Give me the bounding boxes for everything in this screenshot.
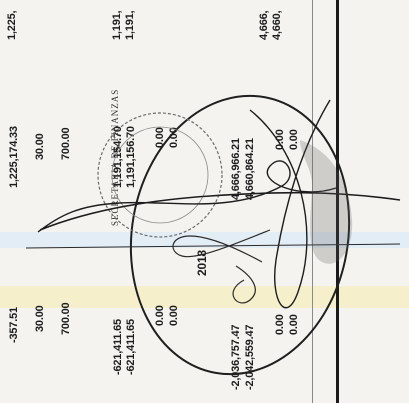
signature-loop <box>249 99 331 309</box>
vertical-rule-right <box>336 0 339 403</box>
yellow-highlight-band <box>0 286 409 308</box>
signature-stroke-2 <box>37 160 337 233</box>
seal-inner-circle <box>111 126 209 224</box>
vertical-rule-faint <box>312 0 313 403</box>
stamp-blot <box>300 140 353 264</box>
signature-tail <box>232 265 256 304</box>
seal-circle <box>97 112 223 238</box>
signature-stroke-1 <box>39 191 401 231</box>
circled-oval <box>129 94 351 376</box>
